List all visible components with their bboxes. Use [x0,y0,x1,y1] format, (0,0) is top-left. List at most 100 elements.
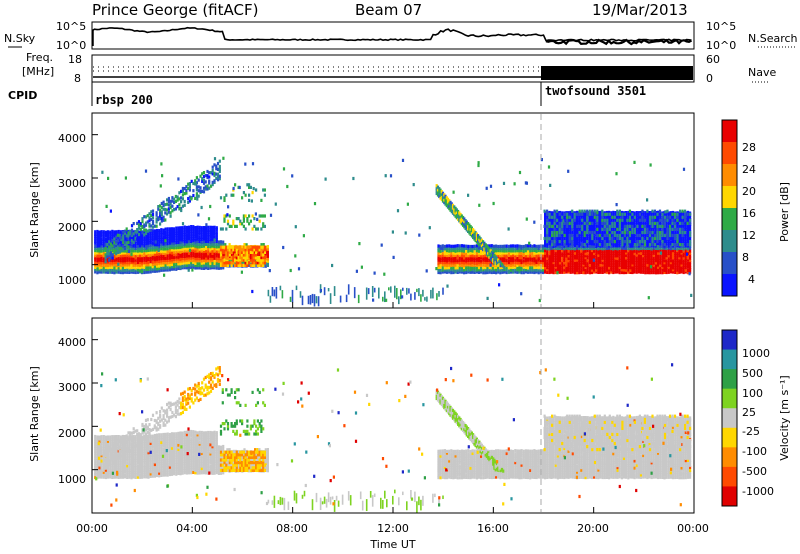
heatmap-cell [488,244,491,248]
heatmap-cell [124,265,127,269]
heatmap-cell [588,246,591,251]
heatmap-cell [237,261,240,265]
heatmap-cell [552,246,555,250]
heatmap-cell [211,251,214,255]
heatmap-cell [200,251,203,255]
heatmap-cell [486,258,489,262]
heatmap-cell [610,237,613,241]
heatmap-cell [629,270,632,274]
heatmap-cell [463,251,466,256]
heatmap-cell [455,213,458,217]
heatmap-cell [156,264,159,268]
heatmap-cell [134,251,137,255]
heatmap-cell [544,244,547,248]
heatmap-cell [469,270,472,274]
heatmap-cell [618,241,621,245]
heatmap-cell [100,234,103,238]
heatmap-cell [450,249,453,253]
heatmap-cell [512,265,515,269]
heatmap-cell [96,254,99,258]
heatmap-cell [518,244,521,248]
heatmap-cell [441,258,444,262]
heatmap-cell [648,215,652,219]
heatmap-cell [599,249,602,253]
heatmap-cell [451,211,455,215]
heatmap-cell [129,229,132,233]
heatmap-cell [584,265,587,269]
heatmap-cell [389,174,393,178]
heatmap-cell [635,213,638,217]
heatmap-cell [682,218,685,222]
heatmap-cell [535,260,538,265]
heatmap-cell [248,261,251,265]
heatmap-cell [597,247,600,251]
heatmap-cell [509,270,513,274]
heatmap-cell [674,218,677,222]
heatmap-cell [499,249,502,253]
heatmap-cell [141,220,144,224]
heatmap-cell [232,256,235,260]
heatmap-cell [147,260,150,265]
heatmap-cell [610,256,613,260]
heatmap-cell [183,237,186,241]
heatmap-cell [246,250,249,254]
heatmap-cell [443,258,446,262]
heatmap-cell [104,248,107,253]
heatmap-cell [669,247,672,251]
heatmap-cell [669,270,672,274]
heatmap-cell [576,249,579,253]
heatmap-cell [202,242,206,246]
heatmap-cell [116,249,119,253]
heatmap-cell [483,249,486,253]
heatmap-cell [603,230,606,234]
heatmap-cell [667,268,670,272]
heatmap-cell [516,258,519,262]
heatmap-cell [518,270,521,274]
heatmap-cell [211,247,214,251]
heatmap-cell [106,268,110,272]
heatmap-cell [109,256,112,260]
heatmap-cell [232,250,235,254]
heatmap-cell [109,253,112,257]
heatmap-cell [357,294,360,304]
heatmap-cell [178,203,181,207]
heatmap-cell [646,211,649,215]
heatmap-cell [490,263,493,267]
heatmap-cell [529,249,532,253]
heatmap-cell [563,221,566,225]
heatmap-cell [582,252,585,256]
heatmap-cell [503,254,506,258]
heatmap-cell [507,247,510,251]
heatmap-cell [149,239,152,243]
heatmap-cell [669,259,672,263]
heatmap-cell [498,283,501,287]
heatmap-cell [96,259,99,263]
heatmap-cell [219,256,223,260]
heatmap-cell [263,248,266,252]
heatmap-cell [633,243,636,247]
heatmap-cell [209,245,212,249]
heatmap-cell [200,254,203,258]
heatmap-cell [149,265,152,269]
heatmap-cell [689,244,692,248]
heatmap-cell [656,240,659,244]
heatmap-cell [253,217,256,221]
heatmap-cell [637,216,640,220]
heatmap-cell [605,237,608,241]
heatmap-cell [639,264,643,268]
heatmap-cell [205,245,208,249]
heatmap-cell [524,251,527,256]
heatmap-cell [458,244,461,248]
heatmap-cell [228,253,231,257]
heatmap-cell [253,253,256,257]
heatmap-cell [651,215,654,219]
heatmap-cell [215,242,218,247]
heatmap-cell [126,237,129,241]
heatmap-cell [216,172,220,176]
heatmap-cell [652,244,655,248]
heatmap-cell [179,250,182,254]
heatmap-cell [263,258,266,262]
power-ytick-1000: 1000 [58,274,86,287]
heatmap-cell [576,220,579,224]
heatmap-cell [164,207,167,212]
